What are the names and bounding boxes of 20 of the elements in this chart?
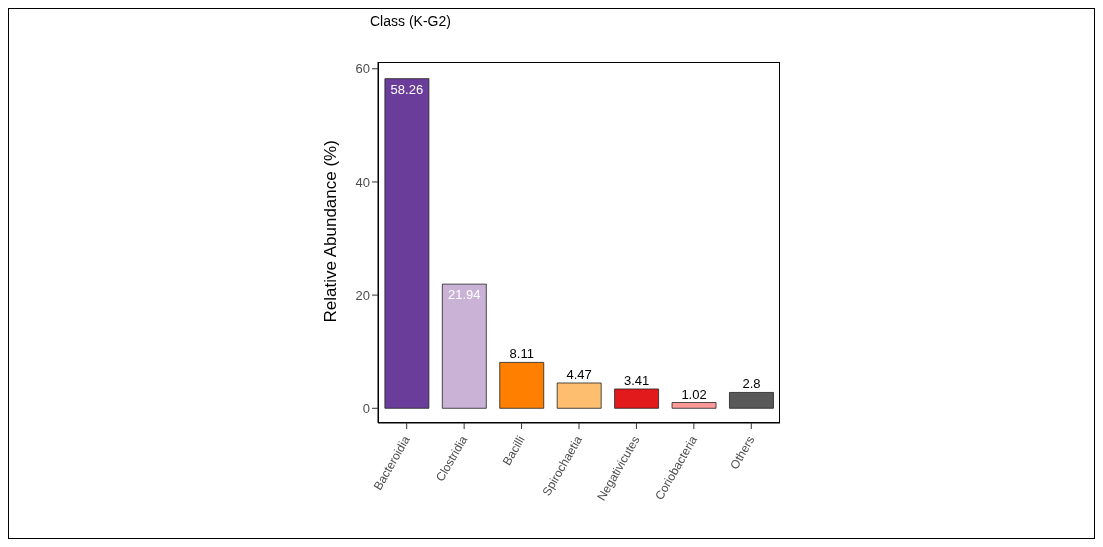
bar <box>556 382 602 409</box>
bar <box>614 388 660 409</box>
bar <box>441 283 487 409</box>
data-label: 1.02 <box>681 386 707 402</box>
bar <box>384 78 430 409</box>
chart-title: Class (K-G2) <box>370 13 451 29</box>
bar <box>729 392 774 409</box>
data-label: 2.8 <box>742 376 761 392</box>
bar <box>499 362 545 409</box>
data-label: 58.26 <box>390 81 424 97</box>
y-tick-label: 40 <box>355 174 370 190</box>
y-tick-label: 0 <box>362 400 370 416</box>
y-tick-label: 60 <box>355 61 370 77</box>
data-label: 8.11 <box>509 346 534 362</box>
data-label: 3.41 <box>623 372 650 388</box>
y-axis-title: Relative Abundance (%) <box>321 140 341 323</box>
data-label: 21.94 <box>448 287 481 303</box>
data-label: 4.47 <box>566 367 592 382</box>
y-tick-label: 20 <box>355 287 370 303</box>
bar <box>671 402 717 409</box>
